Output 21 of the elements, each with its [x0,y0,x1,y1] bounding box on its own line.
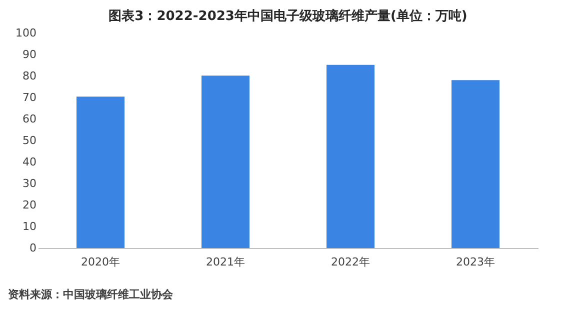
chart-title: 图表3：2022-2023年中国电子级玻璃纤维产量(单位：万吨) [108,8,468,24]
x-tick-label: 2022年 [331,256,370,268]
x-tick-label: 2023年 [456,256,495,268]
bar [452,80,500,248]
y-tick-label: 100 [16,26,36,40]
y-tick-label: 80 [22,70,36,82]
y-tick-label: 0 [30,242,36,254]
y-tick-label: 20 [22,198,36,212]
y-tick-label: 90 [22,48,36,61]
bar [326,64,374,248]
y-tick-label: 50 [22,134,36,147]
x-tick-label: 2021年 [206,256,245,268]
y-tick-label: 40 [22,156,36,168]
bar [76,96,124,248]
y-tick-label: 10 [22,220,36,233]
text: 资料来源：中国玻璃纤维工业协会 [8,288,174,301]
y-tick-label: 30 [22,177,36,190]
y-tick-label: 60 [22,112,36,126]
bar [202,76,250,248]
x-tick-label: 2020年 [81,256,120,268]
y-tick-label: 70 [22,91,36,104]
